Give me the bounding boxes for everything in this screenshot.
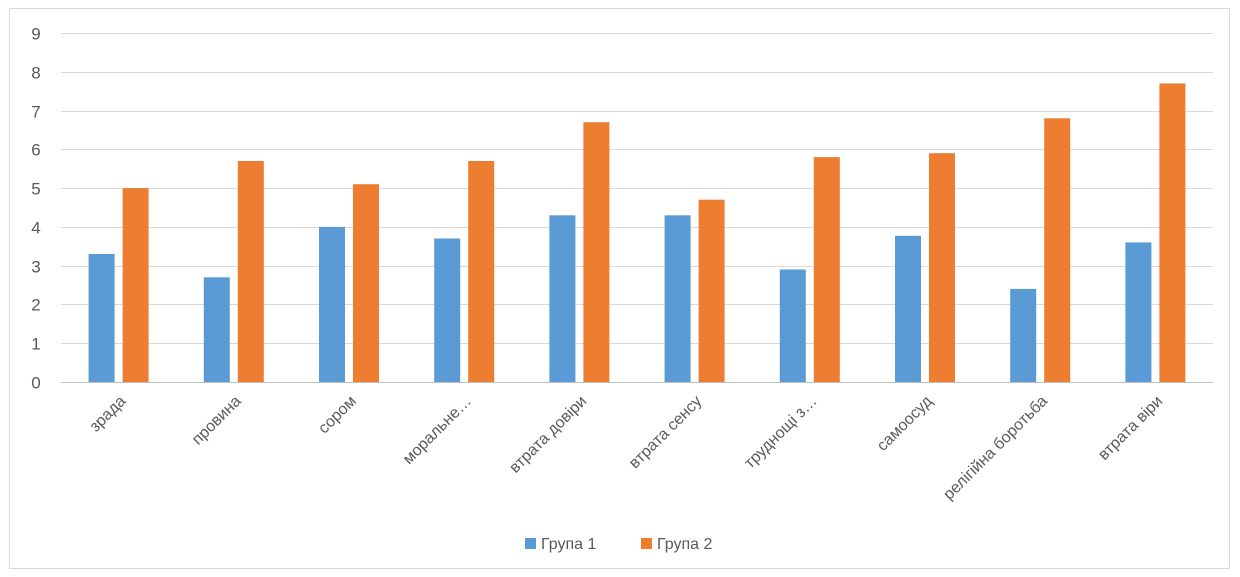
legend-label: Група 2 xyxy=(657,536,712,553)
bar xyxy=(88,254,115,382)
bar xyxy=(353,184,379,382)
bar xyxy=(203,277,230,382)
y-tick-label: 5 xyxy=(31,180,40,199)
x-tick-label: труднощі з… xyxy=(741,393,820,472)
bar xyxy=(929,153,955,382)
y-tick-label: 8 xyxy=(31,64,40,83)
x-axis-ticks: зрада провина сором моральне… втрата довіри в… xyxy=(87,392,1166,503)
y-tick-label: 2 xyxy=(31,296,40,315)
bar xyxy=(549,215,576,382)
y-tick-label: 3 xyxy=(31,258,40,277)
bars xyxy=(88,83,1186,383)
x-tick-label: втрата сенсу xyxy=(626,393,705,472)
gridlines xyxy=(61,33,1213,383)
bar xyxy=(434,238,461,382)
bar xyxy=(698,199,725,382)
legend: Група 1 Група 2 xyxy=(525,536,712,553)
y-tick-label: 4 xyxy=(31,219,40,238)
x-tick-label: самоосуд xyxy=(874,392,936,454)
bar xyxy=(237,161,264,382)
bar xyxy=(1159,83,1186,383)
bar xyxy=(1125,242,1152,382)
y-tick-label: 9 xyxy=(31,25,40,44)
x-tick-label: втрата довіри xyxy=(506,393,590,477)
y-tick-label: 7 xyxy=(31,103,40,122)
x-tick-label: втрата віри xyxy=(1095,393,1166,464)
y-tick-label: 1 xyxy=(31,335,40,354)
bar xyxy=(583,122,610,382)
bar xyxy=(319,226,345,382)
bar xyxy=(1044,118,1071,383)
x-tick-label: моральне… xyxy=(400,393,475,468)
bar xyxy=(1010,288,1037,382)
y-tick-label: 6 xyxy=(31,141,40,160)
legend-label: Група 1 xyxy=(541,536,596,553)
x-tick-label: релігійна боротьба xyxy=(940,393,1051,504)
x-tick-label: зрада xyxy=(87,393,130,436)
x-tick-label: сором xyxy=(315,393,359,437)
x-tick-label: провина xyxy=(189,393,245,449)
bar xyxy=(813,157,840,382)
legend-swatch xyxy=(525,538,536,549)
y-tick-label: 0 xyxy=(31,374,40,393)
bar xyxy=(779,269,806,382)
bar xyxy=(895,235,921,382)
bar xyxy=(468,161,495,382)
legend-swatch xyxy=(641,538,652,549)
bar xyxy=(664,215,691,382)
bar xyxy=(122,188,149,382)
y-axis-ticks: 0 1 2 3 4 5 6 7 8 9 xyxy=(31,25,40,393)
